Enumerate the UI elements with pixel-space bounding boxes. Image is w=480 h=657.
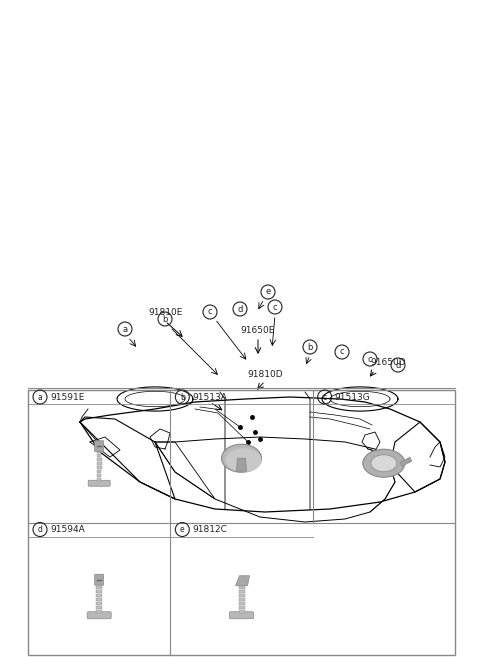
FancyBboxPatch shape <box>95 441 104 452</box>
Bar <box>97 474 101 477</box>
Polygon shape <box>237 458 247 471</box>
Bar <box>96 594 102 597</box>
Bar <box>239 586 244 589</box>
Text: d: d <box>237 304 243 313</box>
Bar <box>239 610 244 613</box>
FancyBboxPatch shape <box>95 574 104 585</box>
Text: 91650D: 91650D <box>370 358 406 367</box>
Text: d: d <box>396 361 401 369</box>
Ellipse shape <box>371 455 397 472</box>
Bar <box>239 594 244 597</box>
Text: 91591E: 91591E <box>50 392 84 401</box>
Bar <box>239 606 244 609</box>
Bar <box>96 610 102 613</box>
Text: 91594A: 91594A <box>50 525 85 534</box>
Bar <box>96 606 102 609</box>
Text: c: c <box>323 392 327 401</box>
Text: 91812C: 91812C <box>192 525 227 534</box>
Bar <box>239 602 244 604</box>
Bar <box>96 586 102 589</box>
Text: 91513A: 91513A <box>192 392 227 401</box>
Text: c: c <box>340 348 344 357</box>
Bar <box>97 466 101 469</box>
FancyBboxPatch shape <box>88 480 110 486</box>
Text: c: c <box>273 302 277 311</box>
Bar <box>97 454 101 457</box>
Text: b: b <box>307 342 312 351</box>
Ellipse shape <box>363 449 405 477</box>
Text: 91810D: 91810D <box>247 370 283 379</box>
Text: b: b <box>180 392 185 401</box>
Bar <box>28 390 455 655</box>
Bar <box>97 478 101 481</box>
FancyBboxPatch shape <box>87 612 111 619</box>
FancyBboxPatch shape <box>229 612 253 619</box>
Bar <box>96 463 102 465</box>
Text: b: b <box>162 315 168 323</box>
Text: 91810E: 91810E <box>148 308 182 317</box>
Text: a: a <box>37 392 42 401</box>
Text: e: e <box>265 288 271 296</box>
Bar <box>97 450 101 453</box>
Text: a: a <box>122 325 128 334</box>
Polygon shape <box>236 576 250 586</box>
Text: c: c <box>368 355 372 363</box>
Polygon shape <box>400 457 412 466</box>
Bar <box>96 590 102 593</box>
Bar <box>97 470 101 473</box>
Ellipse shape <box>226 448 262 472</box>
Text: d: d <box>37 525 42 534</box>
Bar <box>239 590 244 593</box>
Bar <box>97 458 101 461</box>
Text: c: c <box>208 307 212 317</box>
Bar <box>239 598 244 600</box>
Bar <box>96 598 102 600</box>
Bar <box>96 602 102 604</box>
Text: e: e <box>180 525 185 534</box>
Ellipse shape <box>221 444 262 472</box>
Text: 91650E: 91650E <box>241 326 275 335</box>
Text: 91513G: 91513G <box>335 392 371 401</box>
